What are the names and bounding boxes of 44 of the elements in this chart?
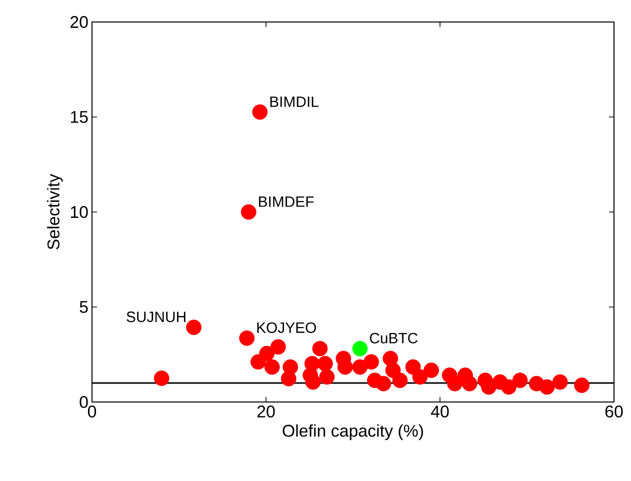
point bbox=[186, 320, 202, 336]
x-tick-label: 0 bbox=[88, 406, 96, 418]
annotation: BIMDIL bbox=[270, 96, 318, 107]
point bbox=[305, 374, 321, 390]
y-tick-label: 20 bbox=[70, 16, 88, 28]
annotation: SUJNUH bbox=[126, 312, 186, 322]
annotation: CuBTC bbox=[370, 332, 418, 344]
point bbox=[239, 330, 255, 346]
y-tick-label: 15 bbox=[70, 111, 88, 123]
point bbox=[462, 376, 478, 392]
point bbox=[424, 362, 440, 378]
point bbox=[317, 356, 333, 372]
point bbox=[154, 370, 170, 386]
point bbox=[447, 376, 462, 392]
point bbox=[319, 369, 335, 385]
point bbox=[352, 340, 368, 356]
point bbox=[392, 372, 408, 388]
point bbox=[264, 359, 280, 375]
annotation: KOJYEO bbox=[257, 322, 316, 333]
y-axis-title: Selectivity bbox=[47, 174, 63, 250]
point bbox=[312, 340, 328, 356]
y-tick-label: 5 bbox=[80, 301, 88, 313]
point bbox=[240, 204, 256, 220]
point bbox=[259, 346, 275, 362]
point bbox=[376, 376, 392, 392]
point bbox=[512, 372, 528, 388]
point bbox=[337, 359, 353, 375]
y-tick-label: 10 bbox=[70, 206, 88, 218]
x-axis-title: Olefin capacity (%) bbox=[282, 424, 423, 440]
point bbox=[280, 370, 296, 386]
point bbox=[270, 339, 286, 355]
x-tick-label: 60 bbox=[605, 406, 623, 418]
point bbox=[352, 359, 368, 375]
point bbox=[412, 369, 428, 385]
x-tick-label: 20 bbox=[257, 406, 275, 418]
annotation: BIMDEF bbox=[259, 196, 314, 207]
point bbox=[574, 378, 590, 393]
point bbox=[252, 104, 268, 120]
point bbox=[364, 354, 379, 370]
point bbox=[539, 379, 555, 395]
y-tick-label: 0 bbox=[80, 396, 88, 408]
point bbox=[552, 374, 568, 390]
point bbox=[501, 379, 516, 395]
x-tick-label: 40 bbox=[430, 406, 449, 418]
